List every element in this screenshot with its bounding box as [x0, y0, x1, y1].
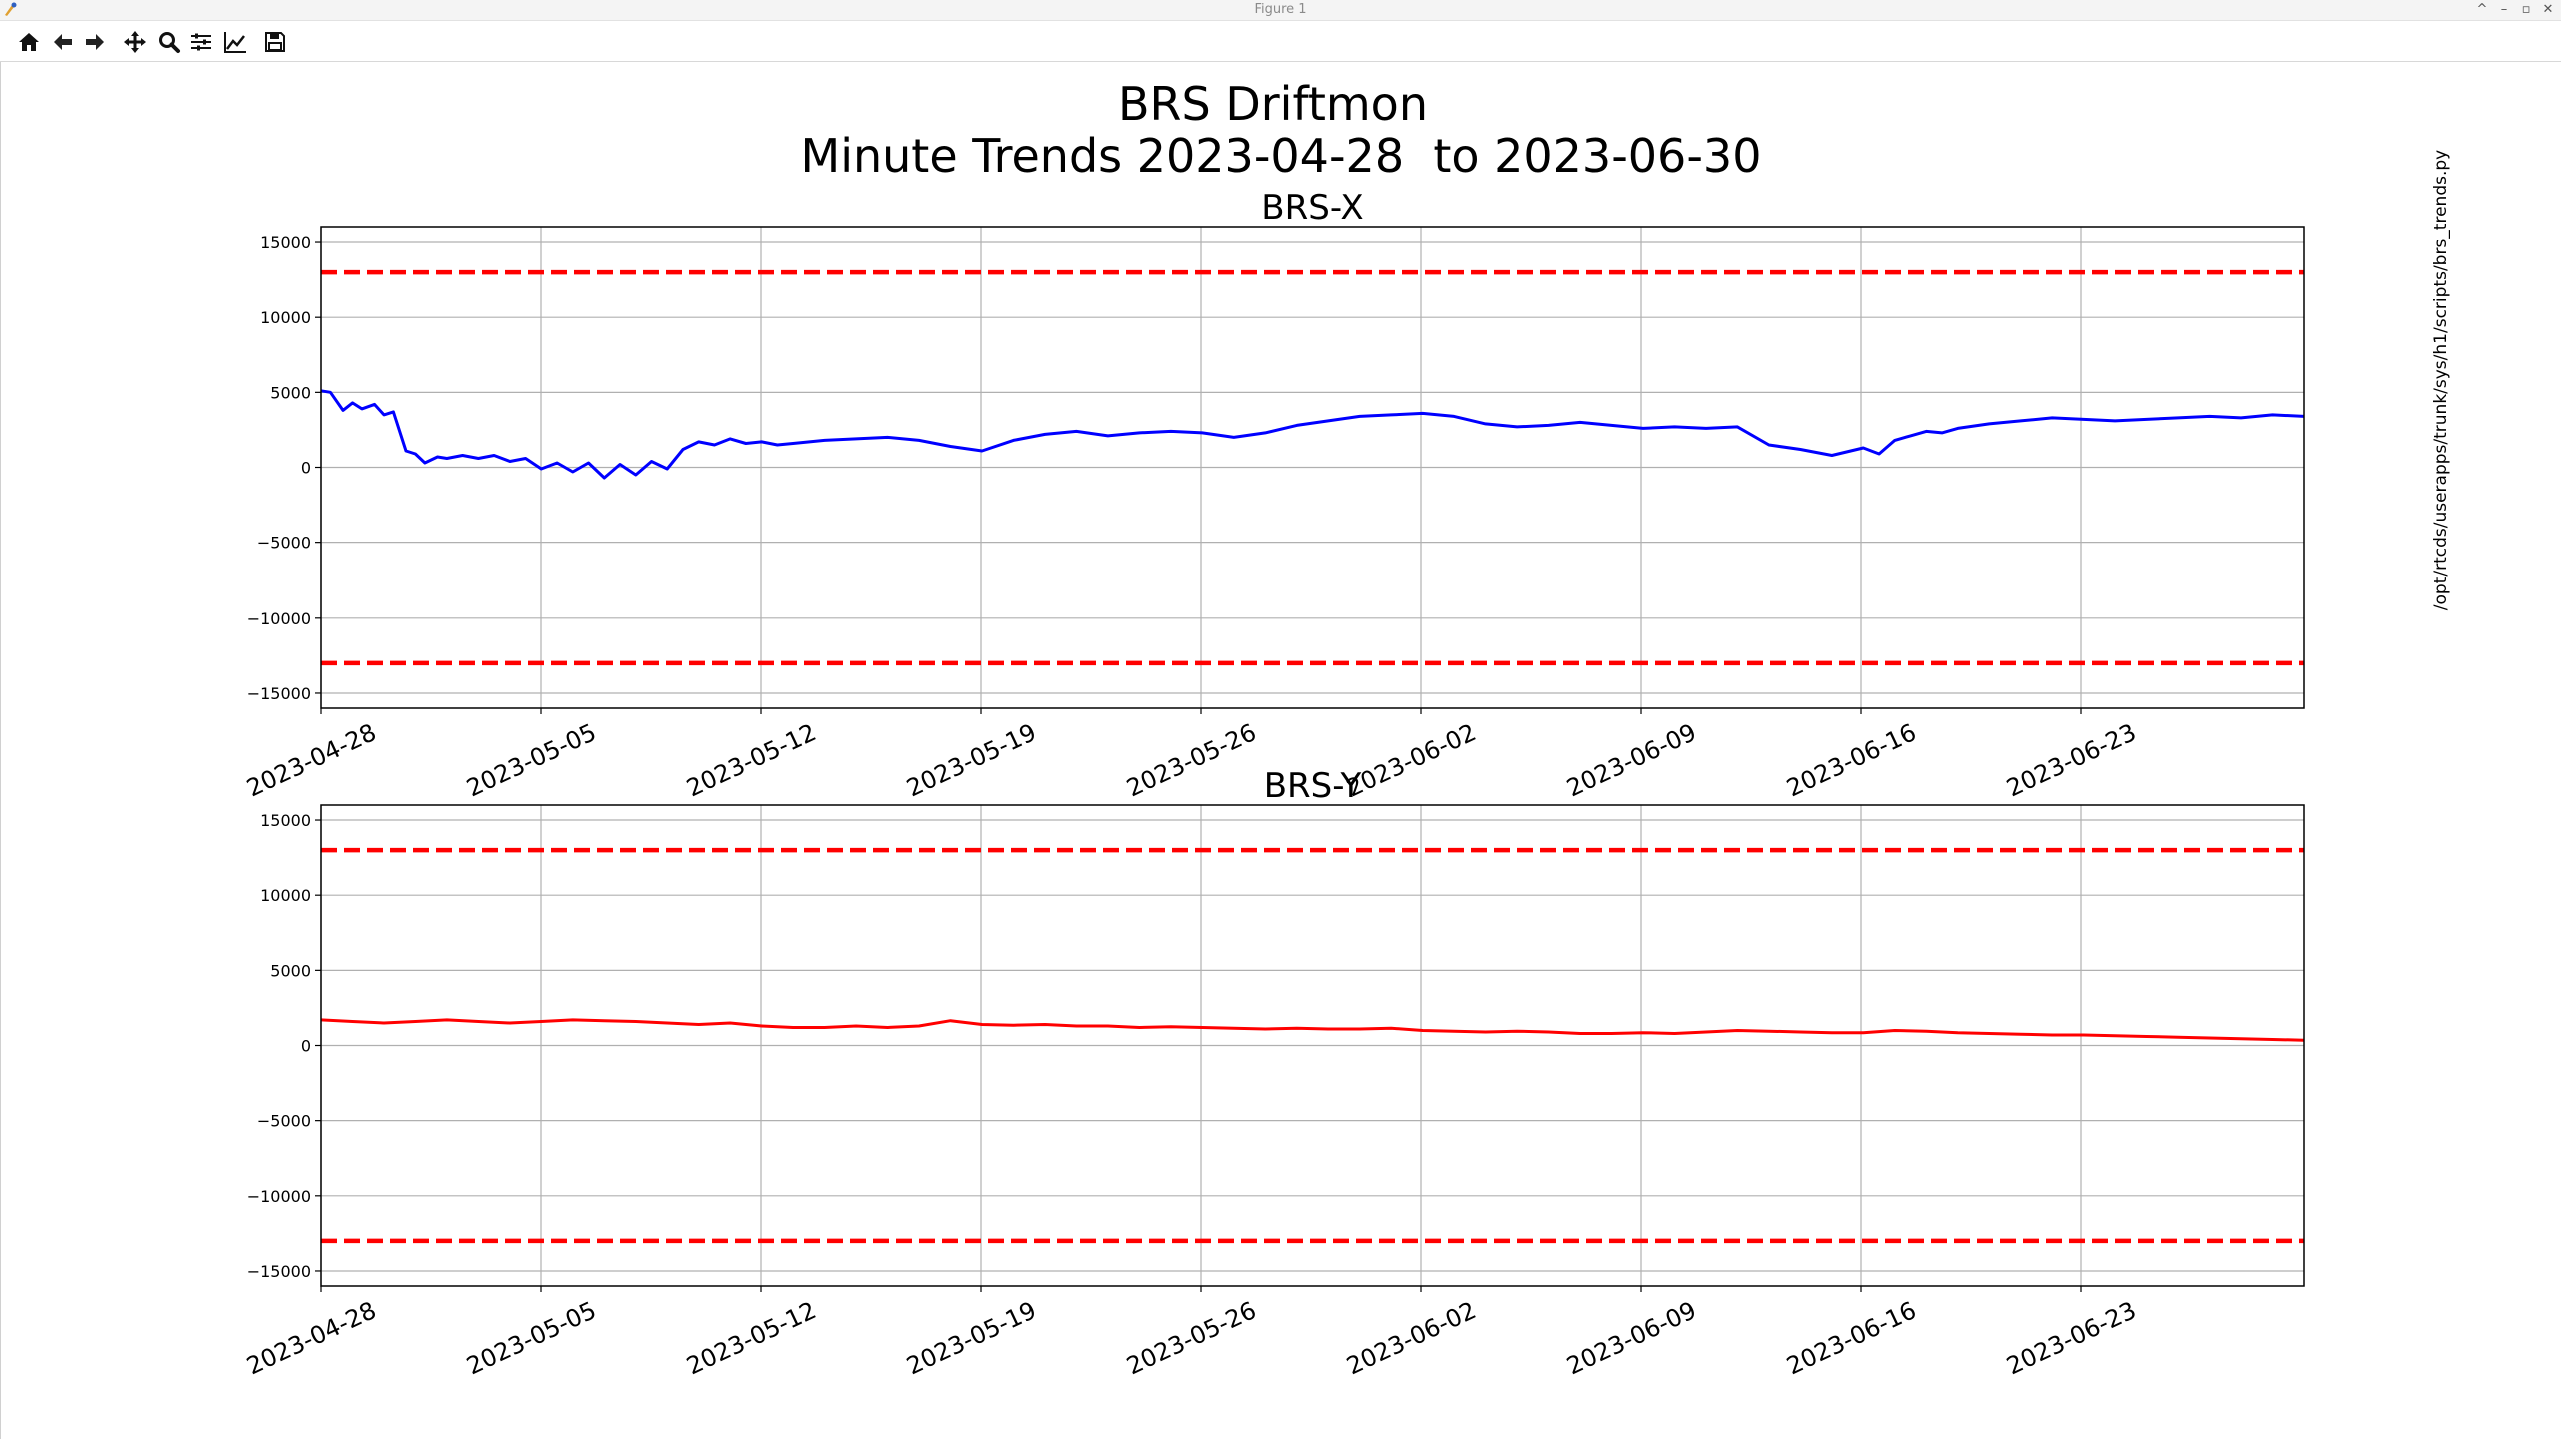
home-button[interactable] — [14, 27, 44, 57]
x-tick-label: 2023-05-19 — [902, 718, 1040, 802]
x-tick-label: 2023-06-02 — [1342, 1296, 1480, 1380]
x-tick-label: 2023-05-05 — [462, 718, 600, 802]
x-tick-label: 2023-05-05 — [462, 1296, 600, 1380]
app-icon — [5, 2, 17, 16]
window-maximize-button[interactable]: ▫ — [2521, 2, 2531, 17]
y-tick-label: 15000 — [260, 233, 311, 252]
figure-title-line-1: BRS Driftmon — [1118, 77, 1428, 131]
y-tick-label: −5000 — [257, 534, 311, 553]
y-tick-label: 0 — [301, 459, 311, 478]
x-tick-label: 2023-06-02 — [1342, 718, 1480, 802]
forward-arrow-icon — [86, 34, 104, 50]
x-tick-label: 2023-05-12 — [682, 718, 820, 802]
script-path-label: /opt/rtcds/userapps/trunk/sys/h1/scripts… — [2431, 150, 2451, 610]
y-tick-label: 0 — [301, 1037, 311, 1056]
figure-title-line-2: Minute Trends 2023-04-28 to 2023-06-30 — [801, 129, 1762, 183]
x-tick-label: 2023-06-16 — [1782, 1296, 1920, 1380]
y-tick-label: −15000 — [247, 684, 311, 703]
edit-axes-button[interactable] — [220, 27, 250, 57]
y-tick-label: 10000 — [260, 308, 311, 327]
window-shade-button[interactable]: ^ — [2476, 2, 2488, 17]
window-close-button[interactable]: ✕ — [2542, 2, 2554, 17]
pan-icon — [124, 31, 146, 53]
series-line-brs-y — [320, 1018, 2305, 1042]
save-button[interactable] — [260, 27, 290, 57]
window-titlebar: Figure 1 ^ – ▫ ✕ — [0, 0, 2561, 21]
configure-subplots-icon — [191, 33, 211, 51]
y-tick-label: −5000 — [257, 1112, 311, 1131]
x-tick-label: 2023-04-28 — [242, 1296, 380, 1380]
chart-brs-y: 15000 10000 5000 0 −5000 −10000 −15000 2023-04-… — [242, 766, 2305, 1380]
x-tick-label: 2023-06-16 — [1782, 718, 1920, 802]
x-tick-label: 2023-06-23 — [2002, 1296, 2140, 1380]
x-tick-label: 2023-06-23 — [2002, 718, 2140, 802]
y-tick-label: 5000 — [270, 961, 311, 980]
x-tick-label: 2023-06-09 — [1562, 1296, 1700, 1380]
x-tick-label: 2023-05-26 — [1122, 1296, 1260, 1380]
y-tick-label: 5000 — [270, 383, 311, 402]
plot-area: 15000 10000 5000 0 −5000 −10000 −15000 2023-04-… — [242, 188, 2305, 1380]
x-tick-label: 2023-05-19 — [902, 1296, 1040, 1380]
pan-button[interactable] — [120, 27, 150, 57]
y-tick-label: 15000 — [260, 811, 311, 830]
subplot-title: BRS-Y — [1264, 766, 1362, 806]
back-button[interactable] — [48, 27, 78, 57]
back-arrow-icon — [54, 34, 72, 50]
save-icon — [265, 32, 285, 52]
chart-brs-x: 15000 10000 5000 0 −5000 −10000 −15000 2023-04-… — [242, 188, 2305, 802]
subplot-title: BRS-X — [1261, 188, 1363, 228]
configure-subplots-button[interactable] — [186, 27, 216, 57]
window-minimize-button[interactable]: – — [2500, 2, 2508, 17]
x-tick-label: 2023-05-12 — [682, 1296, 820, 1380]
x-tick-label: 2023-05-26 — [1122, 718, 1260, 802]
zoom-button[interactable] — [154, 27, 184, 57]
y-tick-label: −15000 — [247, 1262, 311, 1281]
forward-button[interactable] — [80, 27, 110, 57]
zoom-icon — [159, 32, 180, 53]
home-icon — [19, 33, 39, 51]
navigation-toolbar — [0, 21, 2561, 62]
window-edge — [0, 62, 1, 1439]
y-tick-label: −10000 — [247, 1187, 311, 1206]
edit-axes-icon — [224, 32, 246, 53]
y-tick-label: −10000 — [247, 609, 311, 628]
figure-canvas[interactable]: BRS Driftmon Minute Trends 2023-04-28 to… — [0, 62, 2561, 1439]
x-tick-label: 2023-04-28 — [242, 718, 380, 802]
y-tick-label: 10000 — [260, 886, 311, 905]
window-title: Figure 1 — [1254, 2, 1307, 17]
x-tick-label: 2023-06-09 — [1562, 718, 1700, 802]
series-line-brs-x — [320, 389, 2305, 480]
